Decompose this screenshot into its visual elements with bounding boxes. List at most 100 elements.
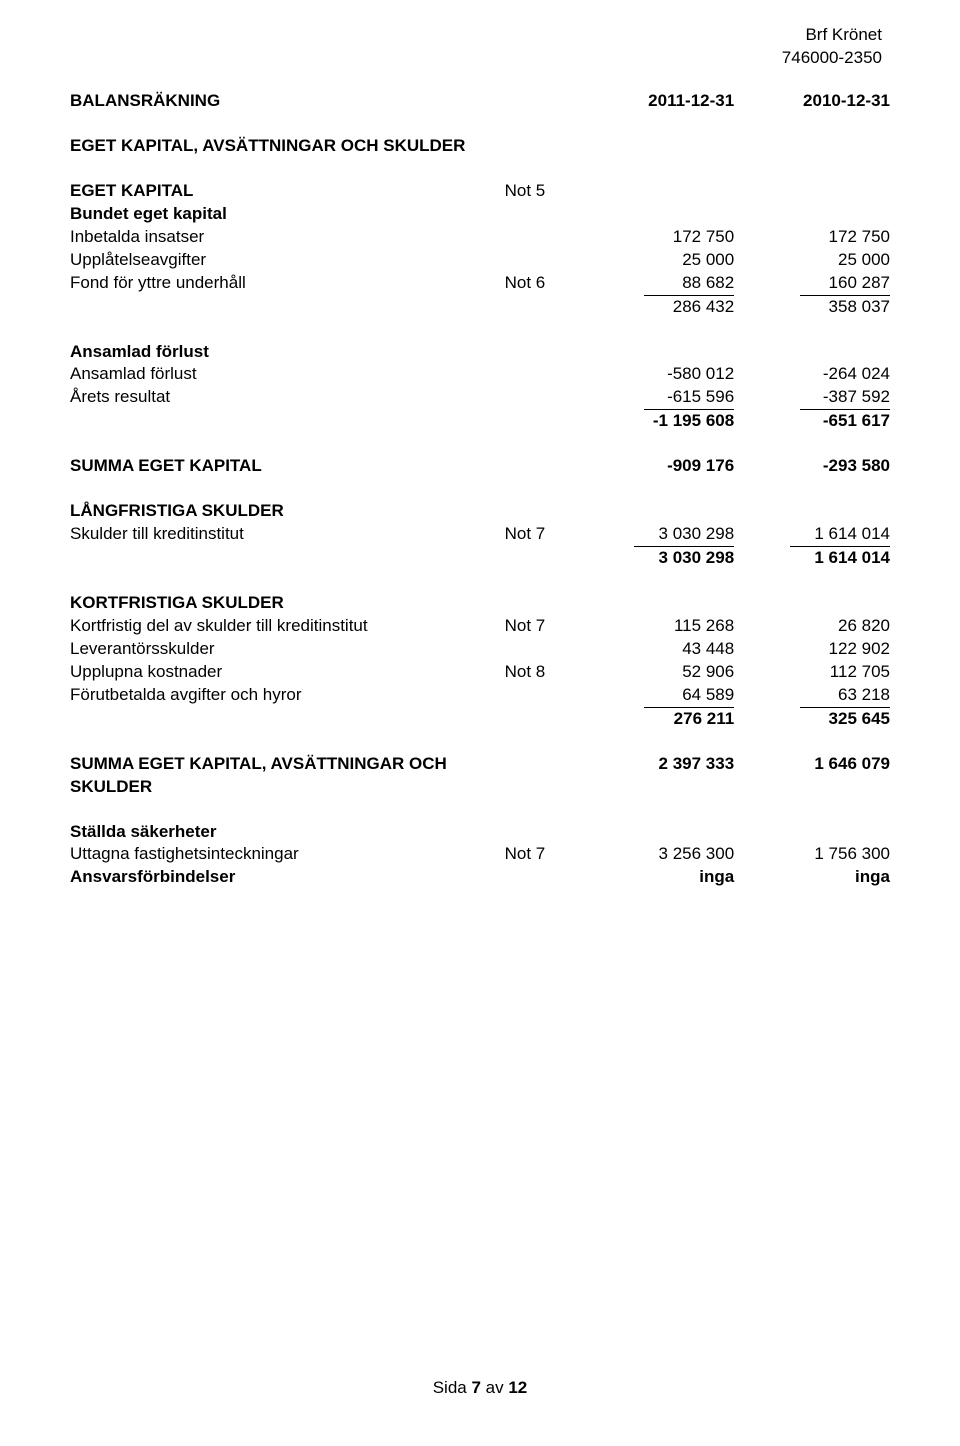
grand-total-label-1: SUMMA EGET KAPITAL, AVSÄTTNINGAR OCH xyxy=(70,753,505,776)
table-row: Upplåtelseavgifter 25 000 25 000 xyxy=(70,249,890,272)
row-note: Not 7 xyxy=(505,615,579,638)
grand-total-2: 1 646 079 xyxy=(734,753,890,776)
row-value-2: 1 614 014 xyxy=(790,523,890,547)
subheading: Ansamlad förlust xyxy=(70,341,890,364)
footer-prefix: Sida xyxy=(433,1378,472,1397)
table-row: Kortfristig del av skulder till kreditin… xyxy=(70,615,890,638)
balance-sheet-table: BALANSRÄKNING 2011-12-31 2010-12-31 EGET… xyxy=(70,90,890,889)
row-value-1: 115 268 xyxy=(578,615,734,638)
subtotal-2: -651 617 xyxy=(734,410,890,433)
table-row: Ansamlad förlust -580 012 -264 024 xyxy=(70,363,890,386)
row-value-1: 3 256 300 xyxy=(578,843,734,866)
table-row: Uttagna fastighetsinteckningar Not 7 3 2… xyxy=(70,843,890,866)
section-heading-row: EGET KAPITAL, AVSÄTTNINGAR OCH SKULDER xyxy=(70,135,890,158)
row-value-2: -387 592 xyxy=(800,386,890,410)
row-label: Ansamlad förlust xyxy=(70,363,505,386)
row-value-2: 172 750 xyxy=(734,226,890,249)
table-row: Inbetalda insatser 172 750 172 750 xyxy=(70,226,890,249)
row-label: Inbetalda insatser xyxy=(70,226,505,249)
header-org: Brf Krönet 746000-2350 xyxy=(782,24,882,70)
subheading: LÅNGFRISTIGA SKULDER xyxy=(70,500,890,523)
stallda-heading-row: Ställda säkerheter xyxy=(70,821,890,844)
bundet-heading-row: Bundet eget kapital xyxy=(70,203,890,226)
kortfristiga-heading-row: KORTFRISTIGA SKULDER xyxy=(70,592,890,615)
subheading: Ställda säkerheter xyxy=(70,821,890,844)
row-value-2: 160 287 xyxy=(800,272,890,296)
row-label: Fond för yttre underhåll xyxy=(70,272,505,296)
row-value-1: 3 030 298 xyxy=(634,523,734,547)
col-date-2: 2010-12-31 xyxy=(734,90,890,113)
subtotal-row: 276 211 325 645 xyxy=(70,708,890,731)
grand-total-row-2: SKULDER xyxy=(70,776,890,799)
row-value-2: 1 756 300 xyxy=(734,843,890,866)
table-header-row: BALANSRÄKNING 2011-12-31 2010-12-31 xyxy=(70,90,890,113)
row-label: Ansvarsförbindelser xyxy=(70,866,505,889)
summa-eget-row: SUMMA EGET KAPITAL -909 176 -293 580 xyxy=(70,455,890,478)
row-value-2: -264 024 xyxy=(734,363,890,386)
row-value-2: 63 218 xyxy=(800,684,890,708)
row-value-2: 122 902 xyxy=(734,638,890,661)
subtotal-1: 3 030 298 xyxy=(578,547,734,570)
row-note xyxy=(505,638,579,661)
subheading: KORTFRISTIGA SKULDER xyxy=(70,592,890,615)
row-value-1: 64 589 xyxy=(644,684,734,708)
row-note: Not 7 xyxy=(505,523,579,547)
row-label: Årets resultat xyxy=(70,386,505,410)
ansvar-row: Ansvarsförbindelser inga inga xyxy=(70,866,890,889)
subtotal-row: 286 432 358 037 xyxy=(70,296,890,319)
org-number: 746000-2350 xyxy=(782,47,882,70)
row-note xyxy=(505,249,579,272)
row-note: Not 6 xyxy=(505,272,579,296)
subsection-heading: EGET KAPITAL xyxy=(70,180,505,203)
row-value-1: 52 906 xyxy=(578,661,734,684)
row-note xyxy=(505,226,579,249)
document-page: Brf Krönet 746000-2350 BALANSRÄKNING 201… xyxy=(0,0,960,1446)
row-value-1: 43 448 xyxy=(578,638,734,661)
row-value-2: 26 820 xyxy=(734,615,890,638)
row-note: Not 7 xyxy=(505,843,579,866)
footer-page-num: 7 xyxy=(471,1378,480,1397)
footer-suffix: av xyxy=(481,1378,508,1397)
row-value-1: -580 012 xyxy=(578,363,734,386)
row-value-1: 172 750 xyxy=(578,226,734,249)
row-label: Kortfristig del av skulder till kreditin… xyxy=(70,615,505,638)
langfristiga-heading-row: LÅNGFRISTIGA SKULDER xyxy=(70,500,890,523)
subtotal-1: 276 211 xyxy=(578,708,734,731)
note-ref: Not 5 xyxy=(505,180,579,203)
org-name: Brf Krönet xyxy=(782,24,882,47)
subtotal-1: 286 432 xyxy=(578,296,734,319)
section-heading: EGET KAPITAL, AVSÄTTNINGAR OCH SKULDER xyxy=(70,135,890,158)
row-label: Upplupna kostnader xyxy=(70,661,505,684)
table-row: Fond för yttre underhåll Not 6 88 682 16… xyxy=(70,272,890,296)
table-row: Leverantörsskulder 43 448 122 902 xyxy=(70,638,890,661)
table-row: Upplupna kostnader Not 8 52 906 112 705 xyxy=(70,661,890,684)
table-row: Förutbetalda avgifter och hyror 64 589 6… xyxy=(70,684,890,708)
subtotal-2: 325 645 xyxy=(734,708,890,731)
row-note xyxy=(505,684,579,708)
eget-kapital-row: EGET KAPITAL Not 5 xyxy=(70,180,890,203)
ansamlad-heading-row: Ansamlad förlust xyxy=(70,341,890,364)
subtotal-row: -1 195 608 -651 617 xyxy=(70,410,890,433)
subtotal-1: -1 195 608 xyxy=(578,410,734,433)
subheading: Bundet eget kapital xyxy=(70,203,890,226)
row-label: Upplåtelseavgifter xyxy=(70,249,505,272)
footer-page-total: 12 xyxy=(508,1378,527,1397)
subtotal-row: 3 030 298 1 614 014 xyxy=(70,547,890,570)
row-value-2: 25 000 xyxy=(734,249,890,272)
col-date-1: 2011-12-31 xyxy=(578,90,734,113)
grand-total-row: SUMMA EGET KAPITAL, AVSÄTTNINGAR OCH 2 3… xyxy=(70,753,890,776)
row-label: Uttagna fastighetsinteckningar xyxy=(70,843,505,866)
report-title: BALANSRÄKNING xyxy=(70,90,505,113)
row-value-2: 112 705 xyxy=(734,661,890,684)
row-note: Not 8 xyxy=(505,661,579,684)
table-row: Skulder till kreditinstitut Not 7 3 030 … xyxy=(70,523,890,547)
row-value-2: inga xyxy=(734,866,890,889)
row-value-1: 25 000 xyxy=(578,249,734,272)
grand-total-1: 2 397 333 xyxy=(578,753,734,776)
sum-label: SUMMA EGET KAPITAL xyxy=(70,455,505,478)
table-row: Årets resultat -615 596 -387 592 xyxy=(70,386,890,410)
subtotal-2: 1 614 014 xyxy=(734,547,890,570)
row-value-1: inga xyxy=(578,866,734,889)
page-footer: Sida 7 av 12 xyxy=(0,1377,960,1400)
sum-value-2: -293 580 xyxy=(734,455,890,478)
